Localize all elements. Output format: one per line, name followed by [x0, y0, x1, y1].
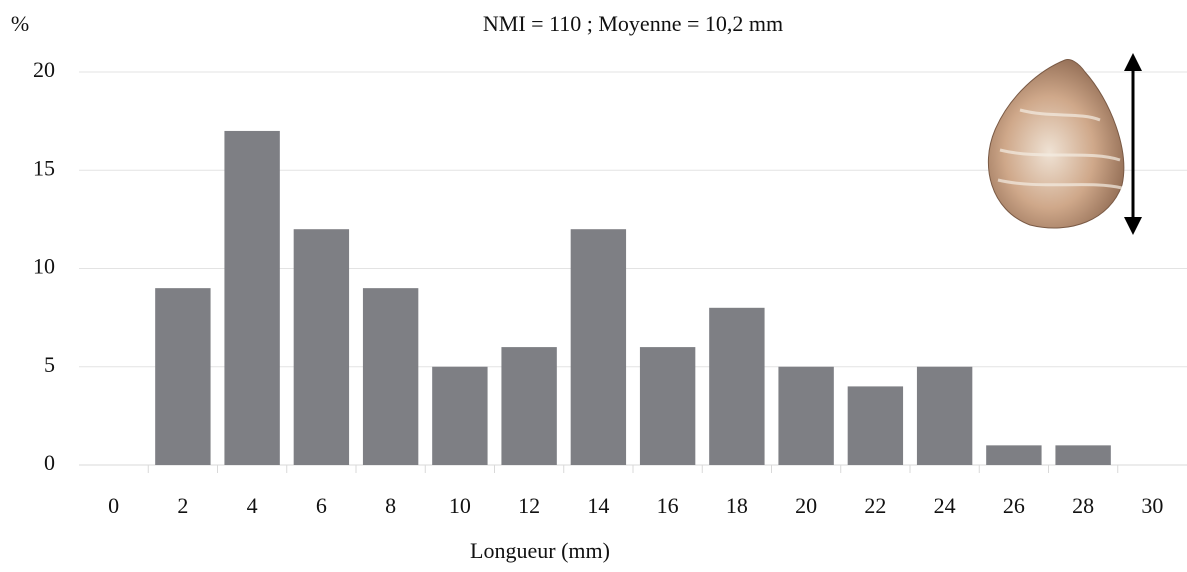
x-tick-label: 4 [247, 493, 258, 518]
y-tick-label: 20 [33, 57, 55, 82]
bar [293, 229, 350, 465]
y-axis-label: % [11, 11, 29, 36]
x-tick-label: 8 [385, 493, 396, 518]
x-axis-label: Longueur (mm) [470, 538, 610, 563]
y-tick-label: 10 [33, 254, 55, 279]
bar [570, 229, 627, 465]
y-tick-label: 0 [44, 450, 55, 475]
y-tick-label: 15 [33, 155, 55, 180]
bar [362, 288, 419, 465]
bar [432, 366, 488, 465]
bar [1055, 445, 1111, 465]
bar [847, 386, 904, 465]
bar [224, 130, 280, 465]
x-tick-label: 0 [108, 493, 119, 518]
bar [778, 366, 834, 465]
y-tick-label: 5 [44, 352, 55, 377]
x-tick-label: 30 [1141, 493, 1163, 518]
bar [501, 347, 557, 465]
x-tick-label: 14 [587, 493, 609, 518]
bar [709, 307, 765, 465]
bar [986, 445, 1042, 465]
x-tick-label: 6 [316, 493, 327, 518]
chart-title: NMI = 110 ; Moyenne = 10,2 mm [483, 11, 783, 36]
bar [916, 366, 973, 465]
x-tick-label: 26 [1003, 493, 1025, 518]
x-tick-label: 2 [177, 493, 188, 518]
x-tick-label: 10 [449, 493, 471, 518]
x-tick-label: 18 [726, 493, 748, 518]
bar [639, 347, 696, 465]
x-tick-label: 22 [864, 493, 886, 518]
shell-illustration [988, 53, 1142, 235]
x-tick-label: 28 [1072, 493, 1094, 518]
x-tick-label: 20 [795, 493, 817, 518]
x-tick-label: 24 [934, 493, 956, 518]
x-tick-label: 12 [518, 493, 540, 518]
x-tick-label: 16 [657, 493, 679, 518]
bar [155, 288, 211, 465]
